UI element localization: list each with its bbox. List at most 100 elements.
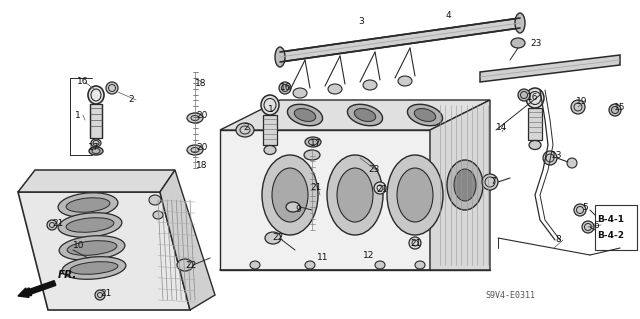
Polygon shape: [263, 115, 277, 145]
Text: 1: 1: [75, 110, 81, 120]
Ellipse shape: [149, 195, 161, 205]
Text: 14: 14: [496, 123, 508, 132]
Ellipse shape: [67, 241, 117, 255]
Polygon shape: [480, 55, 620, 82]
Ellipse shape: [337, 168, 373, 222]
Polygon shape: [18, 170, 175, 192]
Ellipse shape: [262, 155, 318, 235]
Text: 22: 22: [272, 234, 284, 242]
Ellipse shape: [91, 139, 101, 147]
Ellipse shape: [95, 290, 105, 300]
Polygon shape: [18, 192, 190, 310]
Ellipse shape: [275, 47, 285, 67]
Ellipse shape: [454, 169, 476, 201]
Ellipse shape: [47, 220, 57, 230]
Text: 2: 2: [128, 95, 134, 105]
Polygon shape: [280, 18, 520, 62]
Ellipse shape: [265, 232, 281, 244]
Ellipse shape: [582, 221, 594, 233]
Text: 23: 23: [530, 39, 541, 48]
Ellipse shape: [398, 76, 412, 86]
Ellipse shape: [106, 82, 118, 94]
Ellipse shape: [543, 151, 557, 165]
Ellipse shape: [363, 80, 377, 90]
Text: 21: 21: [410, 239, 421, 248]
Polygon shape: [220, 130, 430, 270]
Ellipse shape: [567, 158, 577, 168]
Ellipse shape: [574, 204, 586, 216]
Ellipse shape: [293, 88, 307, 98]
Ellipse shape: [261, 95, 279, 115]
Text: 7: 7: [490, 177, 496, 187]
Ellipse shape: [387, 155, 443, 235]
Ellipse shape: [70, 262, 118, 274]
Ellipse shape: [62, 257, 126, 279]
FancyArrow shape: [18, 281, 56, 297]
Ellipse shape: [88, 86, 104, 104]
Text: 4: 4: [446, 11, 452, 19]
Text: 21: 21: [376, 186, 387, 195]
Text: 16: 16: [527, 93, 538, 102]
Polygon shape: [528, 108, 542, 140]
Ellipse shape: [187, 145, 203, 155]
Text: 21: 21: [310, 183, 321, 192]
Text: 10: 10: [73, 241, 84, 249]
Ellipse shape: [264, 145, 276, 154]
Text: 5: 5: [582, 204, 588, 212]
Ellipse shape: [58, 193, 118, 217]
Text: 18: 18: [195, 78, 207, 87]
Ellipse shape: [305, 261, 315, 269]
Text: 6: 6: [593, 220, 599, 229]
Text: 18: 18: [196, 160, 207, 169]
Polygon shape: [220, 100, 490, 130]
Text: 12: 12: [363, 250, 374, 259]
Text: 20: 20: [196, 144, 207, 152]
Ellipse shape: [447, 160, 483, 210]
Polygon shape: [160, 170, 215, 310]
Text: 11: 11: [317, 253, 328, 262]
Text: 23: 23: [368, 166, 380, 174]
Ellipse shape: [482, 174, 498, 190]
Ellipse shape: [177, 259, 193, 271]
Text: 20: 20: [196, 110, 207, 120]
Ellipse shape: [415, 261, 425, 269]
Polygon shape: [430, 100, 490, 270]
Ellipse shape: [375, 261, 385, 269]
Ellipse shape: [609, 104, 621, 116]
Polygon shape: [90, 104, 102, 138]
Ellipse shape: [58, 213, 122, 237]
Ellipse shape: [397, 168, 433, 222]
Ellipse shape: [327, 155, 383, 235]
Text: 9: 9: [295, 205, 301, 214]
Text: 1: 1: [268, 106, 274, 115]
Ellipse shape: [526, 88, 544, 108]
Ellipse shape: [153, 211, 163, 219]
Ellipse shape: [89, 147, 103, 155]
Text: 3: 3: [358, 18, 364, 26]
Text: 22: 22: [185, 261, 196, 270]
Ellipse shape: [374, 182, 386, 194]
Ellipse shape: [250, 261, 260, 269]
Ellipse shape: [294, 108, 316, 122]
Ellipse shape: [409, 237, 421, 249]
Ellipse shape: [66, 198, 110, 212]
Text: B-4-1: B-4-1: [597, 216, 624, 225]
Text: FR.: FR.: [58, 270, 77, 280]
Text: 2: 2: [243, 123, 248, 132]
Ellipse shape: [571, 100, 585, 114]
Text: 8: 8: [555, 235, 561, 244]
Ellipse shape: [236, 123, 254, 137]
Ellipse shape: [414, 108, 436, 122]
Text: 19: 19: [576, 98, 588, 107]
Text: 16: 16: [280, 83, 291, 92]
Text: 21: 21: [52, 219, 63, 227]
Ellipse shape: [187, 113, 203, 123]
Ellipse shape: [66, 218, 114, 232]
Ellipse shape: [279, 82, 291, 94]
Ellipse shape: [529, 140, 541, 150]
Text: 21: 21: [100, 288, 111, 298]
Ellipse shape: [304, 150, 320, 160]
Text: 17: 17: [88, 144, 99, 152]
Ellipse shape: [515, 13, 525, 33]
Ellipse shape: [408, 104, 443, 126]
